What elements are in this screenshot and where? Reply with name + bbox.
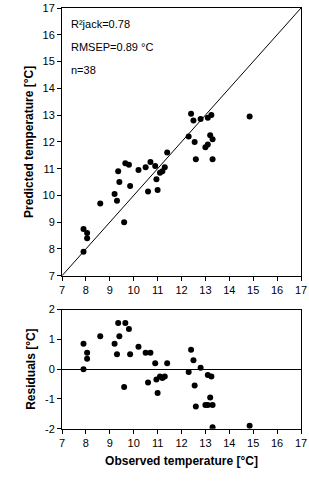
svg-text:9: 9 [107, 437, 113, 449]
svg-text:14: 14 [43, 82, 55, 94]
svg-text:0: 0 [49, 363, 55, 375]
svg-text:13: 13 [199, 284, 211, 296]
svg-text:17: 17 [295, 284, 307, 296]
svg-text:15: 15 [247, 437, 259, 449]
svg-text:10: 10 [128, 437, 140, 449]
svg-text:12: 12 [175, 284, 187, 296]
svg-text:15: 15 [247, 284, 259, 296]
svg-text:Observed temperature [°C]: Observed temperature [°C] [105, 454, 258, 468]
svg-text:13: 13 [43, 109, 55, 121]
svg-text:11: 11 [43, 163, 54, 175]
svg-text:16: 16 [271, 437, 283, 449]
svg-text:1: 1 [49, 333, 55, 345]
svg-text:12: 12 [43, 136, 55, 148]
svg-text:12: 12 [175, 437, 187, 449]
svg-text:13: 13 [199, 437, 211, 449]
svg-text:9: 9 [107, 284, 113, 296]
svg-text:9: 9 [49, 216, 55, 228]
svg-text:-1: -1 [45, 393, 55, 405]
svg-text:Residuals [°C]: Residuals [°C] [24, 328, 38, 409]
svg-text:R²jack=0.78: R²jack=0.78 [71, 18, 130, 30]
svg-text:15: 15 [43, 55, 55, 67]
svg-text:16: 16 [43, 29, 55, 41]
svg-text:17: 17 [295, 437, 307, 449]
svg-text:2: 2 [49, 303, 55, 315]
svg-text:-2: -2 [45, 423, 55, 435]
svg-text:14: 14 [223, 437, 235, 449]
svg-text:RMSEP=0.89 °C: RMSEP=0.89 °C [71, 41, 153, 53]
svg-text:17: 17 [43, 2, 55, 14]
svg-text:8: 8 [83, 437, 89, 449]
svg-text:14: 14 [223, 284, 235, 296]
svg-text:7: 7 [49, 270, 55, 282]
svg-text:16: 16 [271, 284, 283, 296]
svg-text:8: 8 [83, 284, 89, 296]
svg-text:7: 7 [59, 437, 65, 449]
svg-text:Predicted temperature [°C]: Predicted temperature [°C] [22, 66, 36, 218]
svg-text:8: 8 [49, 243, 55, 255]
svg-text:7: 7 [59, 284, 65, 296]
svg-text:11: 11 [152, 437, 163, 449]
svg-text:10: 10 [43, 189, 55, 201]
svg-text:n=38: n=38 [71, 64, 96, 76]
svg-text:10: 10 [128, 284, 140, 296]
svg-text:11: 11 [152, 284, 163, 296]
